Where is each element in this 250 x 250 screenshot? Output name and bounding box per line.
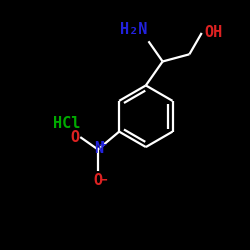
Text: H₂N: H₂N (120, 22, 147, 38)
Text: O: O (70, 130, 80, 144)
Text: −: − (100, 173, 107, 186)
Text: OH: OH (204, 26, 222, 40)
Text: +: + (100, 139, 107, 149)
Text: HCl: HCl (54, 116, 81, 132)
Text: O: O (93, 173, 102, 188)
Text: N: N (94, 141, 103, 156)
